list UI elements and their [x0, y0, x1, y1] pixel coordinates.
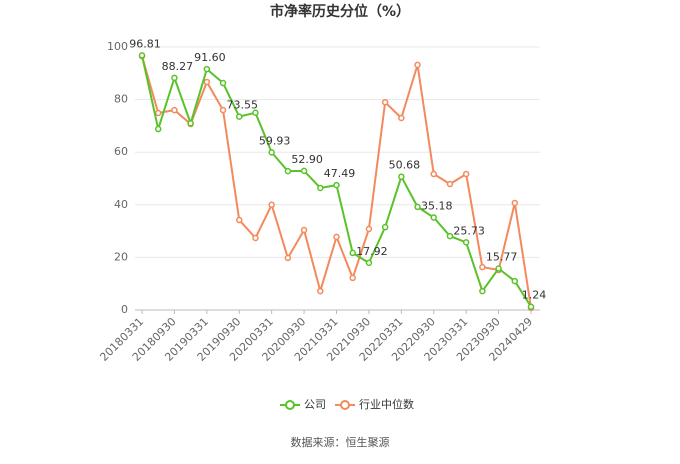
data-point: [171, 106, 178, 114]
data-point: [430, 170, 437, 178]
data-point: [252, 109, 259, 116]
data-point: [317, 184, 324, 192]
data-label: 73.55: [227, 99, 259, 112]
data-point: [365, 259, 373, 267]
data-label: 88.27: [162, 60, 194, 73]
data-point: [252, 234, 259, 242]
data-point: [462, 170, 470, 178]
data-point: [236, 216, 243, 224]
data-point: [349, 249, 356, 257]
data-point: [462, 239, 470, 246]
data-point: [138, 52, 146, 59]
data-point: [154, 109, 162, 117]
data-point: [284, 254, 292, 262]
data-point: [430, 214, 437, 221]
data-point: [317, 287, 324, 295]
chart-title: 市净率历史分位（%）: [270, 3, 410, 20]
data-point: [333, 233, 340, 241]
data-label: 1.24: [522, 289, 547, 302]
data-label: 35.18: [421, 199, 453, 212]
y-tick-label: 80: [114, 93, 128, 106]
y-tick-label: 60: [114, 145, 128, 158]
data-point: [479, 287, 486, 295]
data-point: [414, 203, 421, 211]
data-point: [300, 226, 308, 234]
data-point: [268, 201, 275, 209]
y-tick-label: 100: [107, 40, 128, 53]
data-point: [511, 199, 519, 207]
data-label: 96.81: [129, 37, 161, 50]
legend-label: 行业中位数: [359, 397, 414, 411]
data-point: [236, 113, 243, 120]
data-label: 47.49: [324, 167, 356, 180]
data-point: [479, 263, 486, 271]
data-point: [381, 98, 389, 106]
data-label: 50.68: [389, 159, 421, 172]
data-point: [154, 125, 162, 133]
data-point: [268, 149, 275, 156]
data-point: [414, 61, 421, 69]
data-point: [219, 106, 227, 114]
data-point: [333, 181, 340, 189]
data-label: 15.77: [486, 251, 518, 264]
data-label: 52.90: [291, 153, 323, 166]
data-point: [219, 79, 227, 87]
legend-label: 公司: [304, 398, 326, 411]
data-point: [446, 232, 454, 240]
data-label: 25.73: [453, 224, 485, 237]
source-note: 数据来源：恒生聚源: [291, 435, 390, 449]
data-label: 17.92: [356, 245, 388, 258]
data-label: 91.60: [194, 51, 226, 64]
data-point: [398, 173, 405, 180]
data-point: [527, 303, 535, 310]
y-tick-label: 40: [114, 198, 128, 211]
series-line: [141, 55, 532, 308]
data-point: [446, 180, 454, 188]
data-point: [203, 65, 211, 73]
data-point: [171, 74, 178, 82]
data-point: [349, 274, 356, 282]
data-point: [187, 120, 194, 127]
data-point: [398, 114, 405, 122]
y-tick-label: 20: [114, 250, 128, 263]
data-point: [365, 225, 373, 233]
data-label: 59.93: [259, 134, 291, 147]
y-tick-label: 0: [121, 303, 128, 316]
data-point: [284, 167, 292, 175]
legend-marker: [340, 400, 350, 410]
data-point: [495, 265, 502, 272]
data-point: [203, 78, 211, 86]
data-point: [511, 277, 519, 285]
legend-marker: [285, 400, 295, 410]
data-point: [300, 167, 308, 175]
data-point: [381, 223, 389, 231]
